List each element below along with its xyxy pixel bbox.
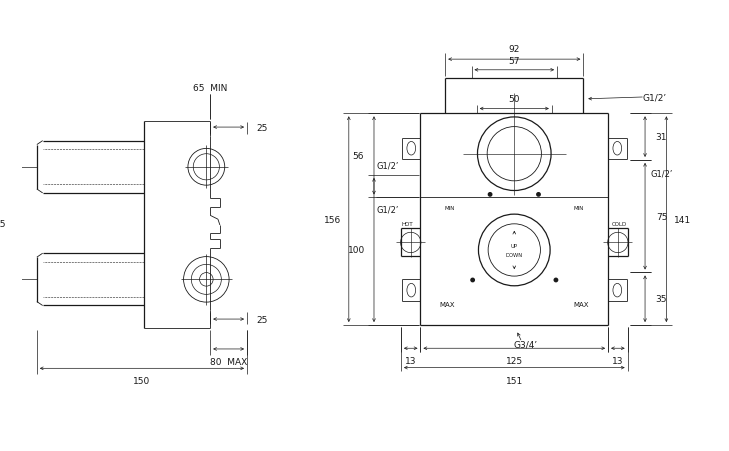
- Text: 65  MIN: 65 MIN: [193, 84, 227, 93]
- Text: 151: 151: [506, 376, 523, 385]
- Text: UP: UP: [511, 244, 518, 249]
- Text: 75: 75: [0, 219, 6, 228]
- Text: 57: 57: [509, 56, 520, 65]
- Text: 25: 25: [257, 123, 268, 132]
- Text: 56: 56: [353, 152, 364, 161]
- Text: 156: 156: [324, 215, 341, 224]
- Text: MIN: MIN: [445, 205, 455, 210]
- Text: 80  MAX: 80 MAX: [210, 357, 247, 366]
- Circle shape: [470, 278, 475, 283]
- Text: 150: 150: [133, 377, 151, 386]
- Text: HOT: HOT: [402, 221, 413, 226]
- Text: 13: 13: [405, 357, 416, 365]
- Text: 31: 31: [656, 133, 667, 142]
- Circle shape: [553, 278, 558, 283]
- Text: MIN: MIN: [574, 205, 584, 210]
- Text: MAX: MAX: [573, 301, 589, 307]
- Text: G1/2’: G1/2’: [643, 93, 667, 102]
- Text: DOWN: DOWN: [506, 252, 523, 257]
- Text: 75: 75: [656, 212, 667, 221]
- Circle shape: [488, 193, 493, 198]
- Text: 13: 13: [612, 357, 623, 365]
- Text: MAX: MAX: [440, 301, 456, 307]
- Text: 50: 50: [509, 95, 520, 104]
- Text: 100: 100: [348, 246, 365, 255]
- Text: 92: 92: [509, 45, 520, 54]
- Text: 35: 35: [656, 295, 667, 304]
- Text: G1/2’: G1/2’: [377, 161, 399, 170]
- Text: 25: 25: [257, 315, 268, 324]
- Circle shape: [536, 193, 541, 198]
- Text: G1/2’: G1/2’: [377, 205, 399, 214]
- Text: COLD: COLD: [612, 221, 627, 226]
- Text: G3/4’: G3/4’: [514, 340, 538, 349]
- Text: G1/2’: G1/2’: [651, 170, 674, 179]
- Text: 125: 125: [506, 357, 523, 365]
- Text: 141: 141: [674, 215, 691, 224]
